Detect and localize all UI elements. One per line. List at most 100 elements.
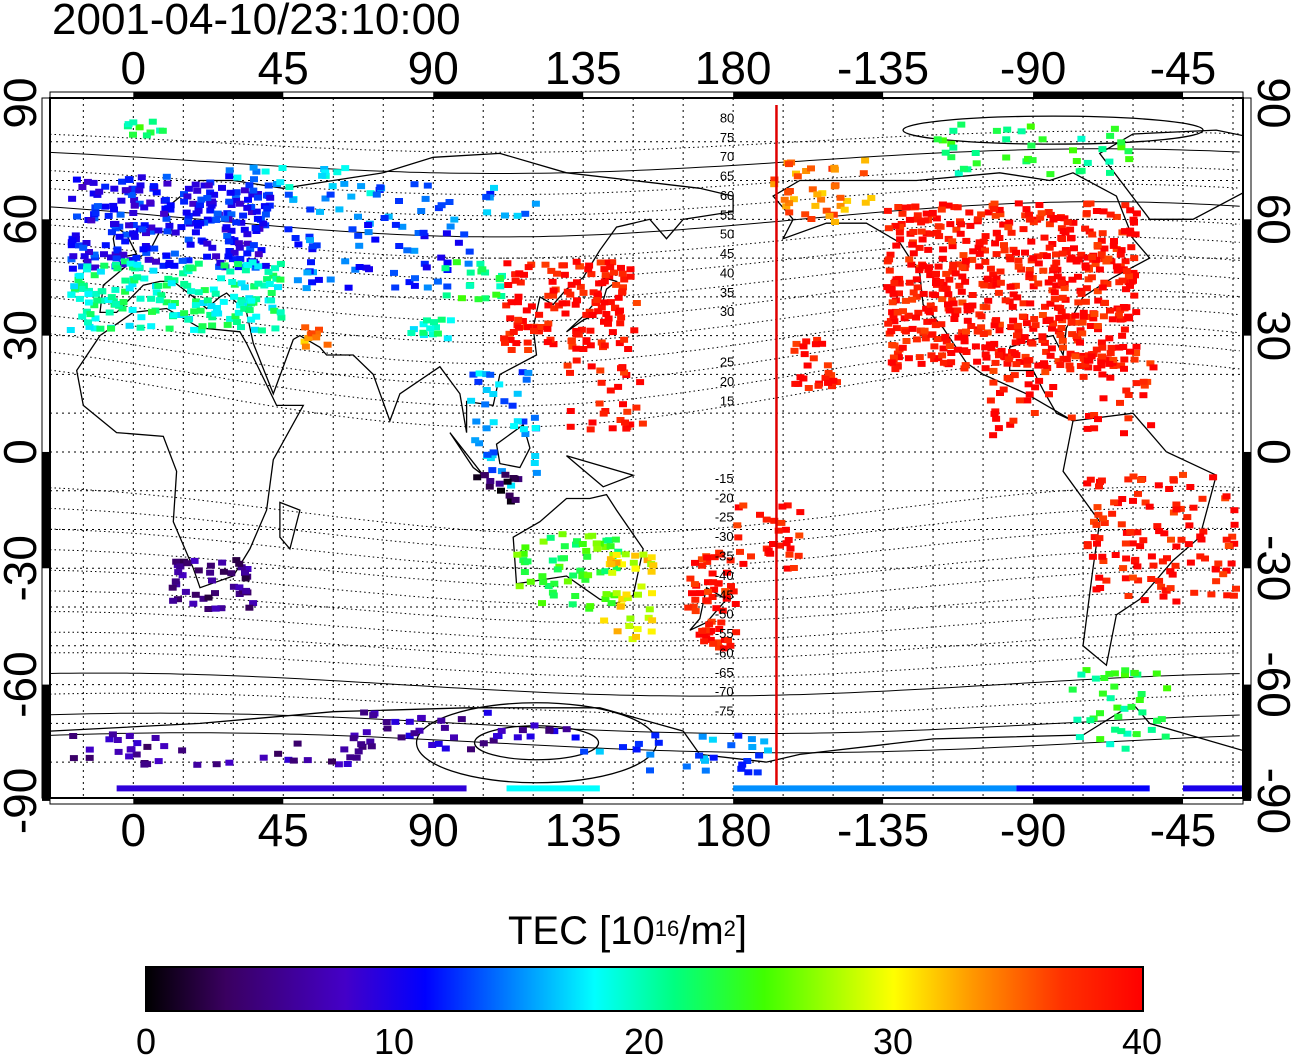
- tec-point: [77, 285, 86, 292]
- tec-point: [168, 584, 177, 591]
- tec-point: [1094, 297, 1103, 304]
- tec-point: [1060, 215, 1069, 222]
- tec-point: [405, 279, 414, 286]
- tec-point: [1131, 231, 1140, 238]
- tec-point: [941, 149, 950, 156]
- tec-point: [133, 740, 142, 747]
- tec-point: [995, 321, 1004, 328]
- tec-point: [1223, 592, 1232, 599]
- tec-point: [585, 262, 594, 269]
- tec-point: [1003, 126, 1012, 133]
- tec-point: [989, 271, 998, 278]
- tec-point: [443, 283, 452, 290]
- tec-point: [509, 329, 518, 335]
- tec-strip: [733, 785, 1017, 792]
- tec-point: [209, 286, 218, 293]
- tec-point: [1034, 280, 1043, 287]
- tec-point: [782, 203, 791, 210]
- tec-point: [104, 212, 113, 219]
- tec-point: [1025, 267, 1034, 273]
- tec-point: [1230, 521, 1239, 528]
- tec-point: [995, 206, 1004, 213]
- tec-point: [1030, 410, 1039, 416]
- tec-point: [432, 324, 440, 331]
- tec-point: [130, 277, 139, 284]
- frame-tick-bar: [1033, 798, 1184, 804]
- tec-point: [254, 191, 262, 197]
- tec-point: [646, 751, 655, 758]
- tec-point: [586, 342, 595, 349]
- tec-point: [1083, 425, 1092, 432]
- tec-point: [625, 623, 634, 629]
- tec-point: [1021, 353, 1030, 360]
- tec-point: [197, 327, 206, 334]
- tec-point: [442, 292, 451, 299]
- tec-point: [731, 601, 740, 607]
- tec-point: [631, 552, 640, 559]
- tec-point: [648, 617, 657, 624]
- tec-point: [171, 578, 180, 585]
- contour-label: -55: [715, 626, 734, 641]
- tec-point: [274, 750, 283, 757]
- tec-point: [643, 557, 652, 564]
- tec-point: [100, 262, 109, 269]
- tec-point: [85, 746, 94, 753]
- tec-point: [981, 247, 989, 254]
- tec-point: [161, 196, 170, 203]
- tec-point: [762, 516, 771, 523]
- tec-point: [953, 307, 962, 314]
- tec-point: [423, 284, 432, 291]
- tec-point: [232, 319, 241, 325]
- tec-point: [172, 558, 181, 565]
- tec-point: [248, 259, 257, 266]
- contour-label: 25: [720, 355, 734, 370]
- tec-point: [593, 297, 602, 303]
- tec-point: [1061, 229, 1070, 236]
- tec-point: [180, 310, 189, 317]
- tec-point: [178, 257, 187, 264]
- tec-point: [93, 203, 102, 210]
- tec-point: [601, 568, 610, 575]
- tec-point: [241, 575, 250, 582]
- tec-point: [703, 558, 712, 565]
- tec-point: [507, 347, 516, 353]
- tec-point: [995, 352, 1003, 359]
- tec-point: [1033, 253, 1042, 260]
- tec-point: [1003, 360, 1012, 367]
- tec-point: [898, 210, 907, 217]
- tec-point: [980, 282, 989, 289]
- tec-point: [949, 261, 958, 268]
- tec-point: [284, 191, 293, 198]
- tec-point: [124, 176, 133, 183]
- tec-point: [1102, 258, 1111, 265]
- tec-point: [1124, 593, 1133, 599]
- tec-point: [371, 236, 380, 243]
- tec-point: [1000, 247, 1009, 254]
- tec-point: [1135, 697, 1144, 703]
- tec-point: [130, 196, 139, 203]
- tec-point: [251, 225, 260, 231]
- tec-point: [739, 560, 748, 567]
- tec-point: [1126, 529, 1135, 535]
- tec-point: [194, 289, 203, 296]
- tec-point: [1101, 299, 1109, 306]
- tec-point: [391, 718, 400, 725]
- tec-point: [492, 291, 501, 298]
- tec-point: [85, 287, 93, 294]
- tec-point: [1163, 685, 1172, 692]
- tec-point: [1056, 305, 1065, 311]
- tec-point: [610, 269, 618, 276]
- tec-point: [241, 267, 250, 274]
- tec-point: [474, 296, 483, 303]
- tec-point: [293, 277, 302, 284]
- tec-point: [1054, 328, 1063, 335]
- tec-point: [1056, 332, 1065, 338]
- tec-point: [1077, 135, 1086, 142]
- tec-point: [550, 580, 559, 587]
- tec-point: [1105, 158, 1114, 165]
- tec-point: [475, 370, 484, 377]
- tec-point: [802, 168, 811, 174]
- tec-point: [753, 769, 762, 776]
- tec-point: [1132, 380, 1141, 387]
- tec-point: [1095, 535, 1104, 542]
